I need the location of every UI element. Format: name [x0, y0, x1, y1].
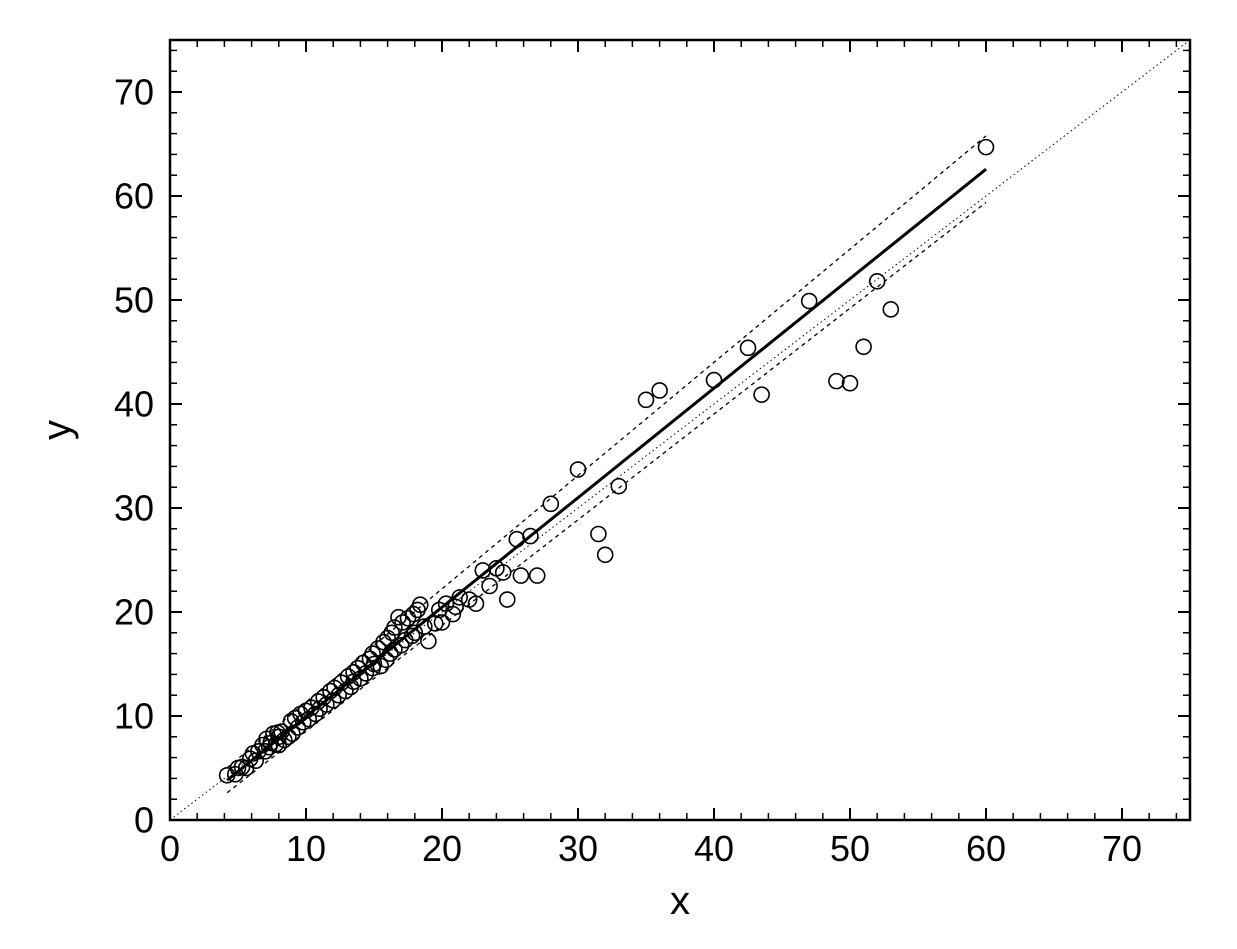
y-tick-label: 10	[114, 696, 154, 737]
y-tick-label: 50	[114, 280, 154, 321]
x-tick-label: 0	[160, 828, 180, 869]
y-tick-label: 30	[114, 488, 154, 529]
chart-svg: 0 10 20 30 40 50 60 70 0 10 20 30 40 50 60 70 x y	[0, 0, 1237, 949]
y-tick-label: 70	[114, 72, 154, 113]
x-tick-label: 50	[830, 828, 870, 869]
y-tick-label: 60	[114, 176, 154, 217]
x-tick-label: 70	[1102, 828, 1142, 869]
x-tick-label: 40	[694, 828, 734, 869]
y-axis-label: y	[35, 420, 79, 440]
x-tick-label: 30	[558, 828, 598, 869]
y-tick-label: 0	[134, 800, 154, 841]
scatter-chart: 0 10 20 30 40 50 60 70 0 10 20 30 40 50 60 70 x y	[0, 0, 1237, 949]
x-tick-label: 20	[422, 828, 462, 869]
y-tick-label: 20	[114, 592, 154, 633]
x-tick-label: 60	[966, 828, 1006, 869]
x-axis-label: x	[670, 879, 690, 923]
x-tick-label: 10	[286, 828, 326, 869]
y-tick-label: 40	[114, 384, 154, 425]
